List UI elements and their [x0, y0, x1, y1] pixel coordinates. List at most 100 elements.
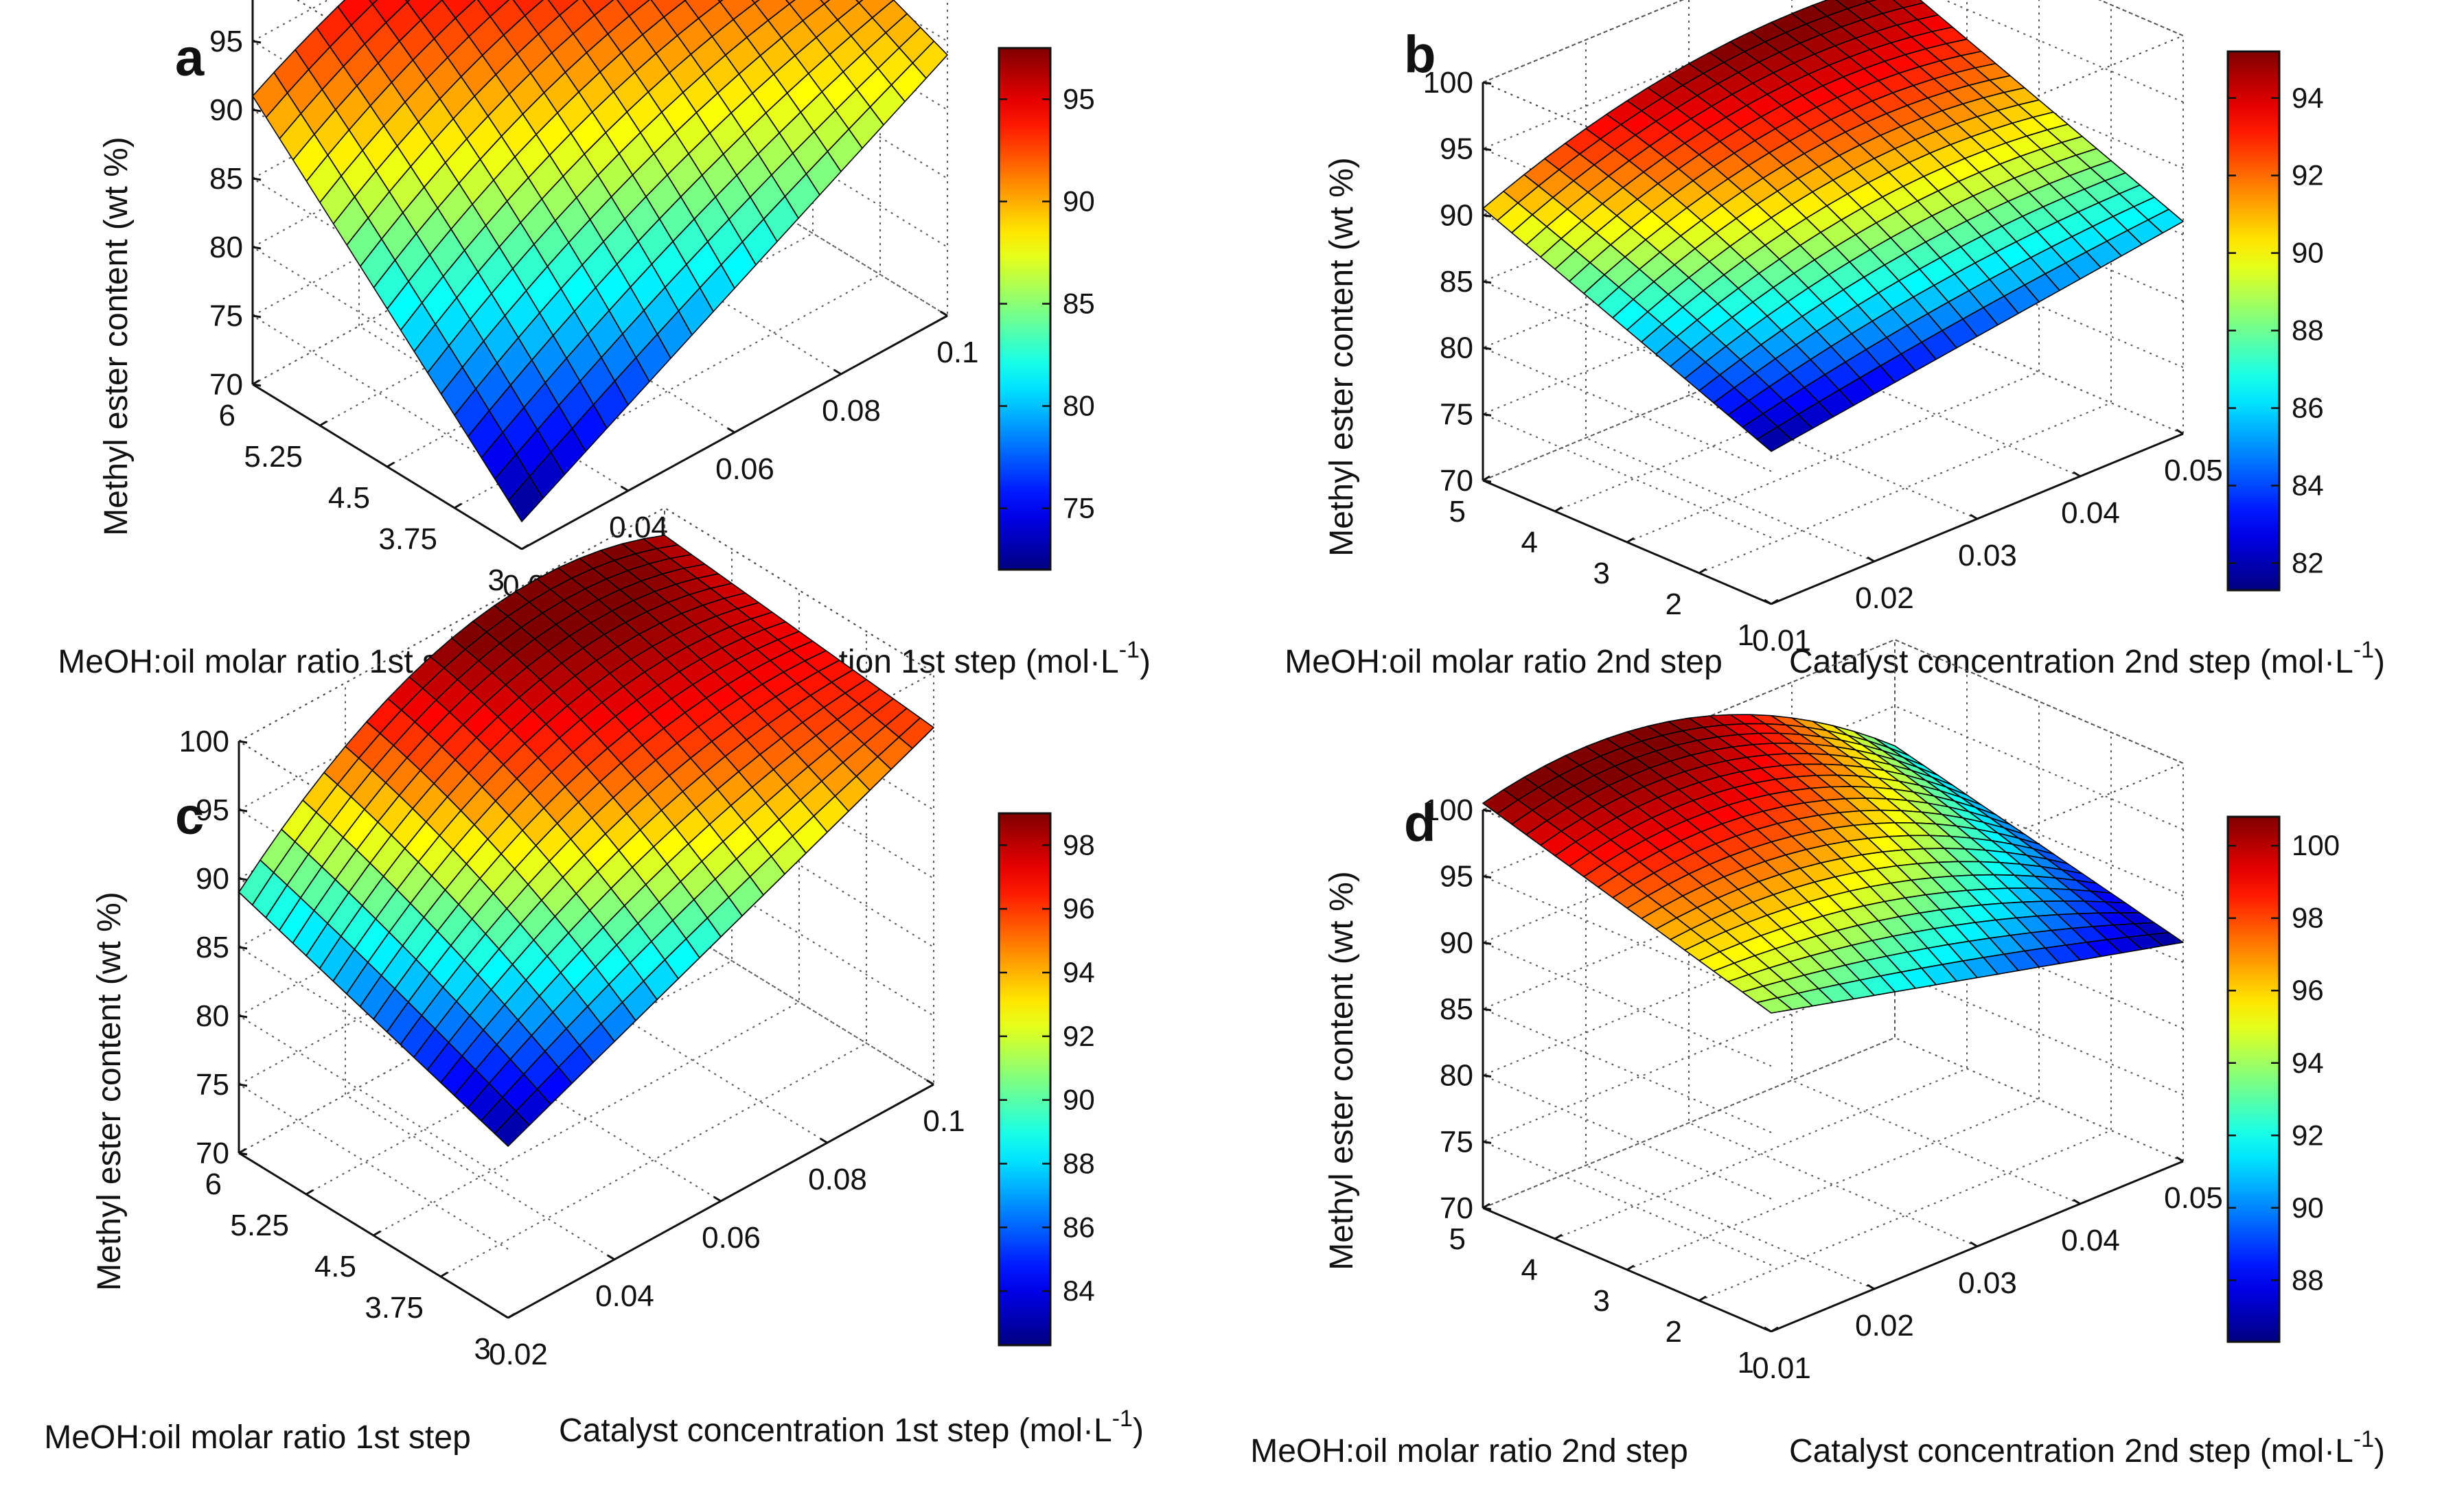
z-tick-label: 70 [209, 368, 243, 402]
x-tick-label: 0.02 [1855, 1309, 1914, 1342]
y-tick-label: 3 [474, 1332, 491, 1366]
y-tick-label: 4.5 [314, 1250, 356, 1283]
z-axis-title: Methyl ester content (wt %) [91, 892, 128, 1291]
y-tick-label: 3.75 [365, 1291, 424, 1325]
colorbar-tick-label: 92 [2292, 1119, 2324, 1151]
panel-d: d 70 75 80 85 90 95 100 0.01 0.02 0.03 0.04 0.05 1 2 3 4… [1250, 638, 2385, 1469]
colorbar [998, 812, 1052, 1347]
colorbar-tick-label: 96 [2292, 974, 2324, 1006]
z-tick-label: 95 [209, 25, 243, 58]
colorbar-tick-label: 92 [2292, 159, 2324, 191]
x-tick-label: 0.03 [1958, 539, 2017, 572]
x-tick-label: 0.1 [923, 1104, 965, 1138]
z-axis-title: Methyl ester content (wt %) [1324, 871, 1360, 1270]
y-tick-label: 3 [1593, 557, 1610, 590]
x-tick-label: 0.02 [489, 1338, 548, 1371]
colorbar-tick-label: 84 [1063, 1275, 1095, 1307]
z-tick-label: 95 [1440, 860, 1473, 894]
z-tick-label: 80 [196, 999, 229, 1033]
z-tick-label: 100 [179, 725, 229, 758]
colorbar-tick-label: 85 [1063, 288, 1095, 320]
response-surface [238, 535, 934, 1147]
z-tick-label: 90 [196, 862, 229, 896]
panel-letter: c [175, 787, 204, 846]
y-tick-label: 6 [205, 1167, 222, 1201]
colorbar-tick-label: 94 [1063, 956, 1095, 988]
panel-b: b 70 75 80 85 90 95 100 0.01 0.02 0.03 0.04 0.05 1 2 3 4… [1285, 0, 2385, 680]
colorbar-tick-label: 90 [2292, 237, 2324, 269]
x-tick-label: 0.01 [1752, 624, 1811, 658]
response-surface [1482, 714, 2184, 1014]
colorbar-tick-label: 98 [2292, 902, 2324, 934]
colorbar-tick-label: 100 [2292, 829, 2340, 861]
z-tick-label: 80 [209, 231, 243, 264]
colorbar-tick-label: 94 [2292, 1047, 2324, 1079]
surface-patch [494, 1110, 530, 1147]
colorbar-tick-label: 75 [1063, 492, 1095, 524]
y-tick-label: 1 [1738, 1346, 1754, 1380]
z-tick-label: 85 [209, 162, 243, 196]
colorbar-tick-label: 95 [1063, 83, 1095, 115]
y-tick-label: 2 [1666, 588, 1682, 621]
colorbar [2226, 815, 2281, 1343]
colorbar-tick-label: 90 [1063, 185, 1095, 218]
z-tick-label: 70 [196, 1137, 229, 1170]
colorbar-tick-label: 90 [2292, 1191, 2324, 1224]
z-axis-title: Methyl ester content (wt %) [98, 137, 135, 536]
y-tick-label: 5.25 [244, 440, 303, 474]
panel-letter: b [1404, 25, 1436, 84]
y-tick-label: 4.5 [328, 481, 370, 515]
z-tick-label: 100 [1423, 793, 1473, 827]
z-tick-label: 85 [196, 931, 229, 964]
z-tick-label: 70 [1440, 1191, 1473, 1225]
colorbar-tick-label: 88 [2292, 314, 2324, 347]
z-tick-label: 70 [1440, 464, 1473, 498]
x-tick-label: 0.04 [2061, 496, 2120, 530]
panel-a: a7075808590951000.020.040.060.080.133.75… [58, 0, 1151, 680]
x-tick-label: 0.08 [822, 394, 881, 428]
x-tick-label: 0.05 [2164, 1181, 2223, 1215]
x-axis-title: Catalyst concentration 2nd step (mol·L-1… [1789, 1426, 2385, 1469]
surface-patch [1756, 997, 1793, 1014]
y-tick-label: 5 [1449, 1222, 1466, 1256]
z-axis-title: Methyl ester content (wt %) [1324, 157, 1360, 557]
x-tick-label: 0.06 [702, 1221, 761, 1255]
x-tick-label: 0.03 [1958, 1266, 2017, 1300]
z-tick-label: 75 [196, 1068, 229, 1102]
panel-c: c 70 75 80 85 90 95 100 0.02 0.04 0.06 0.08 0.1 3 3.75… [44, 507, 1144, 1456]
z-tick-label: 75 [1440, 1125, 1473, 1159]
colorbar-tick-label: 94 [2292, 82, 2324, 114]
response-surface [1482, 0, 2184, 452]
panel-letter: a [175, 29, 205, 87]
colorbar [2226, 50, 2281, 592]
z-tick-label: 75 [1440, 397, 1473, 431]
z-tick-label: 75 [209, 299, 243, 333]
z-tick-label: 90 [209, 93, 243, 127]
z-tick-label: 95 [1440, 132, 1473, 166]
z-tick-label: 80 [1440, 332, 1473, 365]
colorbar-tick-label: 92 [1063, 1020, 1095, 1052]
x-tick-label: 0.06 [715, 452, 774, 486]
y-tick-label: 3.75 [378, 522, 437, 556]
x-tick-label: 0.08 [808, 1163, 867, 1196]
y-tick-label: 1 [1738, 618, 1754, 652]
y-tick-label: 5 [1449, 495, 1466, 528]
y-axis-title: MeOH:oil molar ratio 2nd step [1285, 644, 1723, 680]
y-axis-title: MeOH:oil molar ratio 2nd step [1250, 1433, 1688, 1469]
surface-patch [1756, 426, 1793, 452]
surface-patch [507, 476, 544, 522]
x-tick-label: 0.1 [936, 336, 978, 369]
z-tick-label: 90 [1440, 198, 1473, 232]
y-tick-label: 4 [1521, 526, 1538, 559]
y-tick-label: 4 [1521, 1253, 1538, 1287]
y-tick-label: 6 [219, 399, 235, 432]
colorbar-tick-label: 84 [2292, 469, 2324, 502]
y-tick-label: 3 [1593, 1284, 1610, 1318]
y-axis-title: MeOH:oil molar ratio 1st step [44, 1419, 471, 1456]
z-tick-label: 85 [1440, 992, 1473, 1026]
colorbar-tick-label: 88 [2292, 1264, 2324, 1296]
response-surface [252, 0, 948, 522]
colorbar-tick-label: 98 [1063, 828, 1095, 861]
y-tick-label: 3 [488, 563, 505, 597]
